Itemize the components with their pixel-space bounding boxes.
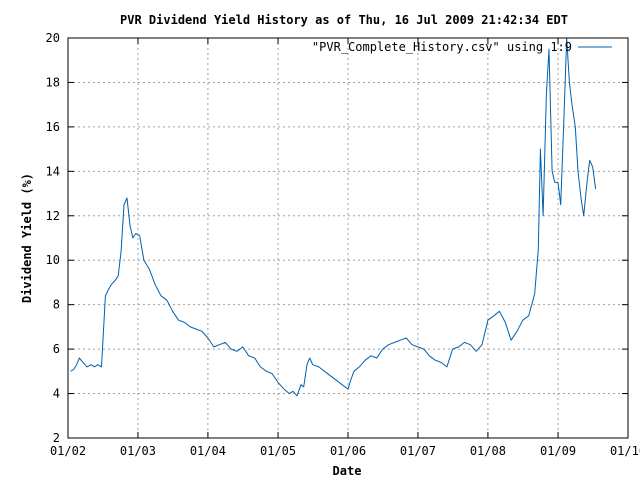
- y-tick-label: 14: [46, 164, 60, 178]
- y-axis-title: Dividend Yield (%): [20, 173, 34, 303]
- legend-entry-label: "PVR_Complete_History.csv" using 1:9: [312, 40, 572, 54]
- x-axis-title: Date: [333, 464, 362, 478]
- series-layer: [70, 37, 597, 397]
- y-tick-label: 10: [46, 253, 60, 267]
- x-tick-label: 01/05: [260, 444, 296, 458]
- y-tick-label: 12: [46, 209, 60, 223]
- x-tick-label: 01/07: [400, 444, 436, 458]
- y-tick-label: 8: [53, 298, 60, 312]
- y-tick-label: 2: [53, 431, 60, 445]
- x-tick-label: 01/06: [330, 444, 366, 458]
- x-tick-label: 01/04: [190, 444, 226, 458]
- x-tick-label: 01/03: [120, 444, 156, 458]
- y-tick-label: 4: [53, 387, 60, 401]
- y-tick-label: 20: [46, 31, 60, 45]
- x-tick-label: 01/08: [470, 444, 506, 458]
- grid-lines: [68, 38, 628, 438]
- x-tick-label: 01/02: [50, 444, 86, 458]
- x-tick-label: 01/09: [540, 444, 576, 458]
- series-line: [70, 37, 597, 397]
- legend: "PVR_Complete_History.csv" using 1:9: [312, 40, 612, 54]
- x-tick-label: 01/10: [610, 444, 640, 458]
- y-tick-label: 18: [46, 75, 60, 89]
- y-tick-label: 6: [53, 342, 60, 356]
- chart-title: PVR Dividend Yield History as of Thu, 16…: [120, 13, 568, 27]
- y-tick-label: 16: [46, 120, 60, 134]
- axis-ticks: 01/02 01/03 01/04 01/05 01/06 01/07 01/08 01/09…: [46, 31, 640, 458]
